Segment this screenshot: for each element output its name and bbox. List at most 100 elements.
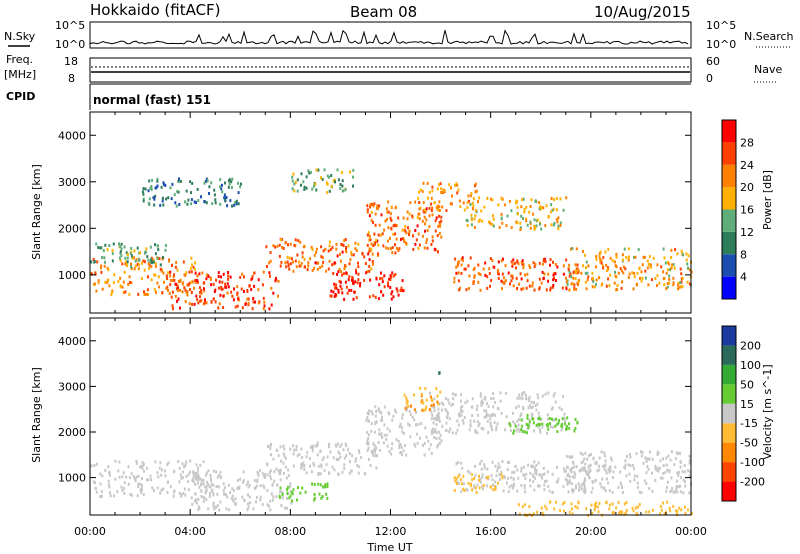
echo-cell	[373, 430, 376, 434]
echo-cell	[270, 286, 273, 290]
echo-cell	[598, 276, 601, 280]
echo-cell	[470, 194, 473, 198]
echo-cell	[438, 183, 440, 187]
echo-cell	[535, 423, 538, 427]
echo-cell	[632, 509, 635, 513]
echo-cell	[210, 482, 213, 486]
echo-cell	[688, 454, 691, 458]
echo-cell	[436, 400, 439, 404]
echo-cell	[573, 429, 576, 433]
echo-cell	[402, 432, 405, 435]
echo-cell	[540, 281, 543, 285]
echo-cell	[154, 460, 157, 464]
echo-cell	[422, 201, 425, 204]
echo-cell	[464, 267, 467, 271]
echo-cell	[192, 480, 195, 483]
echo-cell	[312, 184, 315, 188]
echo-cell	[107, 465, 110, 469]
echo-cell	[526, 416, 529, 420]
echo-cell	[669, 458, 672, 462]
echo-cell	[279, 472, 282, 476]
echo-cell	[617, 500, 620, 504]
echo-cell	[448, 183, 451, 187]
echo-cell	[575, 247, 578, 251]
echo-cell	[309, 464, 312, 468]
echo-cell	[108, 284, 111, 288]
echo-cell	[494, 487, 497, 491]
echo-cell	[208, 495, 211, 498]
echo-cell	[551, 208, 554, 212]
echo-cell	[557, 224, 560, 228]
echo-cell	[367, 252, 370, 256]
echo-cell	[461, 419, 464, 423]
echo-cell	[485, 409, 488, 413]
echo-cell	[316, 444, 319, 448]
echo-cell	[205, 473, 208, 477]
echo-cell	[670, 256, 673, 259]
echo-cell	[300, 172, 303, 176]
echo-cell	[217, 473, 220, 477]
echo-cell	[512, 484, 515, 488]
echo-cell	[193, 267, 196, 271]
echo-cell	[537, 411, 540, 415]
echo-cell	[562, 394, 565, 398]
echo-cell	[573, 475, 576, 479]
echo-cell	[448, 430, 451, 434]
echo-cell	[165, 197, 168, 201]
echo-cell	[537, 396, 540, 400]
echo-cell	[549, 425, 552, 429]
echo-cell	[528, 420, 531, 424]
echo-cell	[480, 401, 483, 405]
echo-cell	[143, 251, 146, 255]
echo-cell	[246, 297, 249, 301]
echo-cell	[583, 484, 586, 488]
echo-cell	[525, 219, 528, 223]
echo-cell	[438, 214, 440, 218]
echo-cell	[159, 461, 162, 465]
echo-cell	[380, 418, 383, 422]
echo-cell	[174, 201, 177, 205]
time-tick-label: 00:00	[74, 525, 106, 538]
echo-cell	[541, 270, 544, 274]
echo-cell	[190, 263, 193, 267]
echo-cell	[676, 471, 679, 475]
echo-cell	[342, 189, 345, 193]
echo-cell	[227, 483, 230, 487]
echo-cell	[218, 302, 221, 306]
echo-cell	[184, 273, 187, 277]
echo-cell	[356, 464, 359, 467]
echo-cell	[528, 399, 531, 403]
echo-cell	[500, 212, 503, 216]
echo-cell	[525, 205, 528, 209]
echo-cell	[241, 480, 244, 484]
echo-cell	[613, 260, 616, 264]
echo-cell	[128, 476, 131, 480]
echo-cell	[322, 456, 325, 460]
echo-cell	[584, 451, 587, 455]
echo-cell	[470, 218, 473, 222]
echo-cell	[374, 454, 377, 458]
echo-cell	[196, 481, 199, 485]
echo-cell	[301, 463, 304, 467]
echo-cell	[432, 403, 435, 407]
echo-cell	[543, 488, 546, 492]
echo-cell	[678, 452, 681, 456]
echo-cell	[325, 269, 328, 273]
echo-cell	[668, 262, 671, 266]
echo-cell	[621, 510, 624, 514]
echo-cell	[667, 454, 670, 458]
echo-cell	[543, 257, 546, 261]
echo-cell	[651, 457, 654, 461]
echo-cell	[481, 475, 484, 479]
velocity-y-label: Slant Range [km]	[30, 367, 43, 463]
echo-cell	[427, 196, 429, 200]
echo-cell	[612, 511, 615, 515]
echo-cell	[633, 275, 636, 279]
echo-cell	[619, 510, 621, 514]
echo-cell	[93, 282, 96, 286]
echo-cell	[375, 420, 378, 424]
echo-cell	[172, 275, 175, 279]
echo-cell	[491, 198, 494, 202]
echo-cell	[137, 474, 140, 478]
echo-cell	[574, 418, 577, 421]
